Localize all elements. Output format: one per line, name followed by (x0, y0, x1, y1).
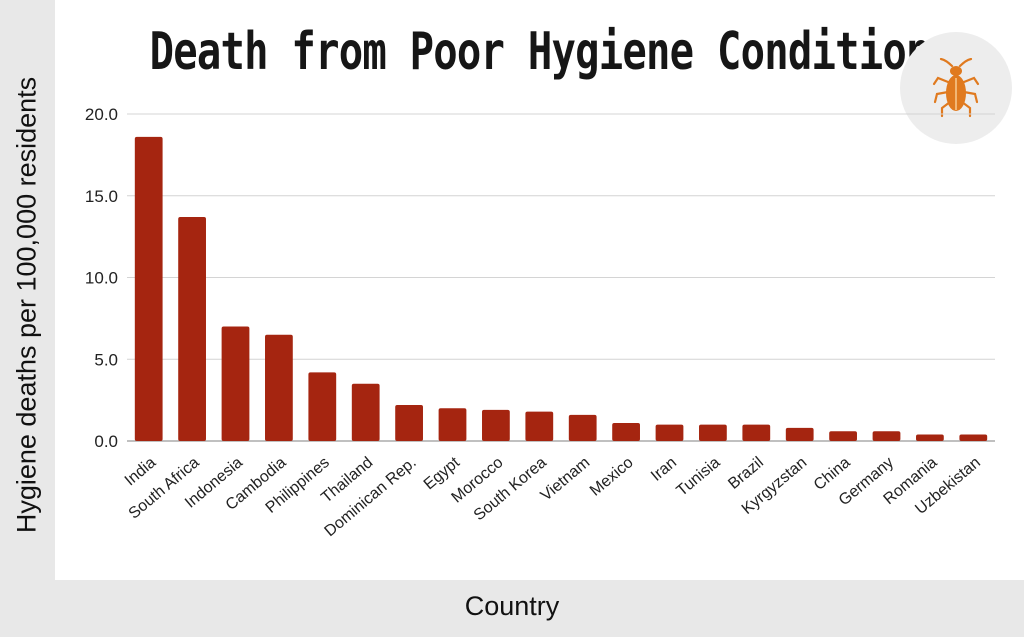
y-tick-label: 0.0 (94, 432, 118, 451)
bar (655, 424, 684, 441)
x-axis-label: Country (464, 591, 560, 621)
x-tick-label: Mexico (587, 454, 637, 500)
y-tick-label: 10.0 (85, 269, 118, 288)
bar (178, 217, 206, 441)
y-tick-label: 15.0 (85, 187, 118, 206)
x-tick-label: Tunisia (673, 454, 723, 500)
bar (438, 408, 467, 441)
logo-badge (900, 32, 1012, 144)
bar (568, 414, 597, 441)
y-tick-label: 20.0 (85, 105, 118, 124)
cockroach-icon (932, 58, 980, 118)
bar (221, 326, 250, 441)
bar (525, 411, 554, 441)
grid-lines (127, 113, 995, 442)
x-tick-label: Iran (648, 454, 680, 485)
plot-panel (55, 0, 1024, 580)
x-tick-label: India (122, 454, 160, 489)
x-tick-label: Vietnam (538, 454, 594, 505)
y-tick-labels: 0.0 5.0 10.0 15.0 20.0 (85, 105, 118, 451)
bar (699, 424, 727, 441)
bar (959, 434, 988, 441)
bar (395, 405, 423, 441)
bar (265, 334, 293, 441)
bars (134, 136, 988, 441)
bar (872, 431, 901, 441)
bar (482, 409, 510, 441)
bar (916, 434, 944, 441)
y-tick-label: 5.0 (94, 350, 118, 369)
bar (308, 372, 337, 441)
bar (785, 427, 814, 441)
bar (134, 136, 163, 441)
chart-title: Death from Poor Hygiene Conditions (149, 22, 955, 82)
bar (742, 424, 771, 441)
bar (351, 383, 380, 441)
bar (829, 431, 857, 441)
bar (612, 423, 640, 441)
